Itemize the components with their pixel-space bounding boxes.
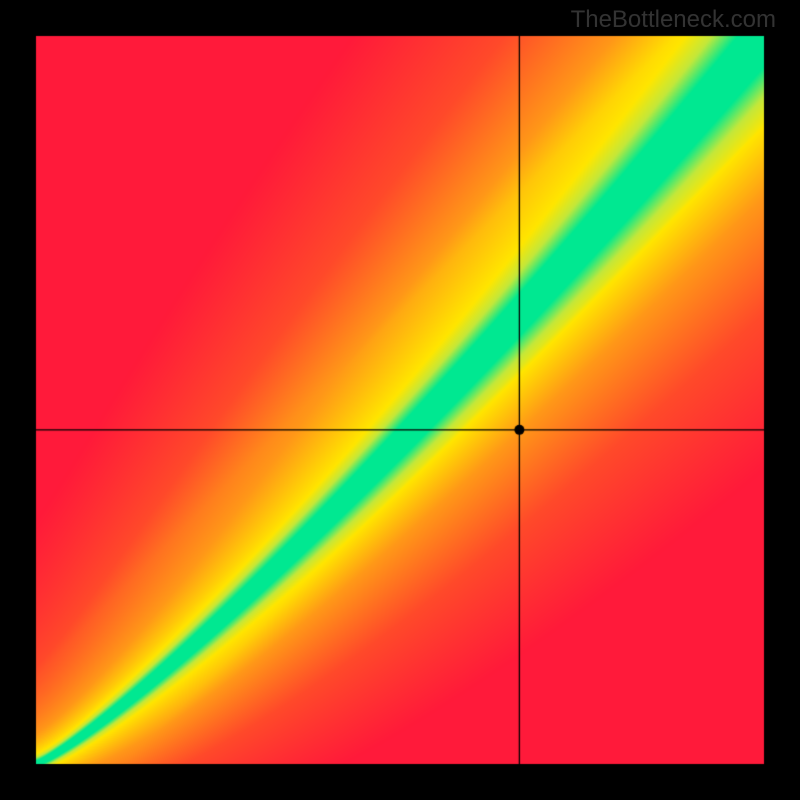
bottleneck-heatmap-container: { "watermark": "TheBottleneck.com", "can… — [0, 0, 800, 800]
bottleneck-heatmap-canvas — [0, 0, 800, 800]
watermark-text: TheBottleneck.com — [571, 6, 776, 34]
